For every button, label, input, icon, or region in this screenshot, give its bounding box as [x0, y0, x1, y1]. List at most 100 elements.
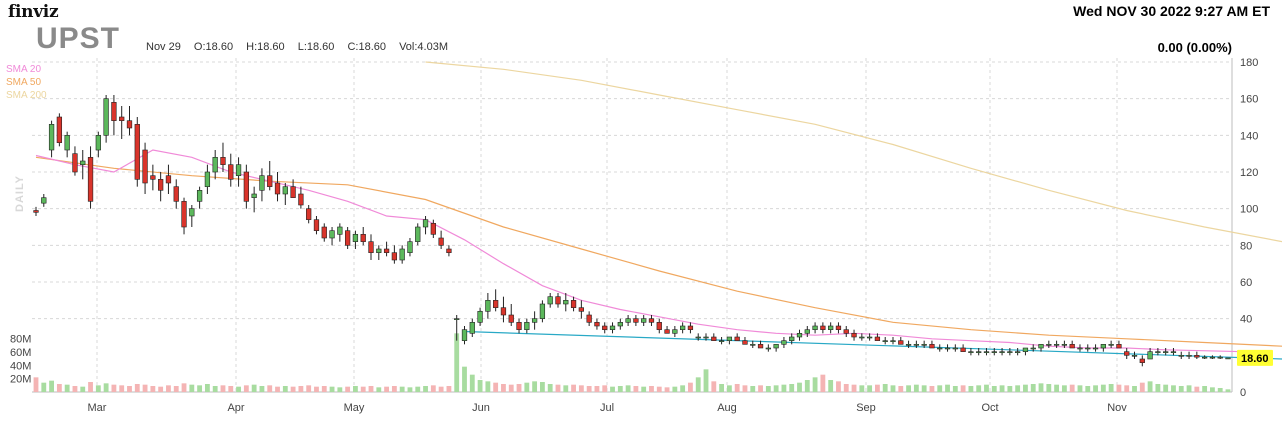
- candle-body: [1170, 351, 1177, 353]
- volume-bar: [532, 381, 538, 392]
- period-label: DAILY: [14, 175, 26, 212]
- volume-bar: [656, 386, 662, 392]
- volume-bar: [1163, 384, 1169, 392]
- candle-body: [1022, 347, 1029, 352]
- quote-open: O:18.60: [193, 41, 234, 53]
- volume-bar: [259, 386, 265, 392]
- candle-body: [804, 329, 810, 334]
- candle-body: [656, 322, 662, 330]
- candle-body: [952, 347, 958, 350]
- candle-body: [555, 296, 561, 305]
- candle-body: [189, 208, 195, 217]
- candle-body: [399, 248, 405, 261]
- volume-bar: [1171, 385, 1176, 392]
- candle-body: [1085, 347, 1091, 350]
- candle-body: [1178, 355, 1184, 357]
- volume-bar: [1217, 388, 1223, 392]
- volume-bar: [337, 387, 343, 392]
- candle-body: [960, 347, 966, 352]
- volume-bar: [399, 386, 405, 392]
- candle-body: [578, 307, 584, 312]
- date-axis: Mar Apr May Jun Jul Aug Sep Oct Nov: [88, 402, 1128, 414]
- volume-bar: [726, 385, 732, 392]
- candle-body: [547, 296, 553, 305]
- quote-low: L:18.60: [297, 41, 335, 53]
- candle-body: [1100, 344, 1106, 349]
- candle-body: [461, 329, 468, 341]
- volume-bar: [547, 384, 553, 392]
- candle-body: [976, 351, 982, 353]
- volume-bar: [204, 384, 210, 392]
- volume-bar: [228, 386, 234, 392]
- volume-bar: [968, 386, 974, 392]
- volume-bar: [711, 381, 717, 392]
- candle-body: [48, 124, 55, 151]
- candle-body: [1124, 351, 1130, 356]
- volume-bar: [64, 384, 70, 392]
- candle-body: [376, 248, 382, 253]
- candle-body: [789, 336, 795, 341]
- volume-bar: [1132, 386, 1137, 392]
- candle-body: [142, 149, 148, 184]
- volume-bar: [282, 386, 288, 392]
- volume-bar: [836, 381, 841, 392]
- finviz-logo[interactable]: finviz: [8, 2, 59, 22]
- candle-body: [158, 179, 164, 191]
- volume-bar: [462, 366, 467, 392]
- month-tick-label: Sep: [856, 402, 876, 414]
- month-tick-label: Oct: [981, 402, 998, 414]
- candle-body: [835, 325, 842, 330]
- volume-bar: [127, 386, 132, 392]
- candle-body: [282, 186, 288, 195]
- candle-body: [235, 164, 242, 176]
- volume-bar: [423, 386, 428, 392]
- volume-bar: [508, 384, 514, 392]
- sma20-line: [35, 149, 1244, 353]
- volume-bar: [1007, 386, 1013, 392]
- price-tick-label: 180: [1240, 57, 1258, 69]
- volume-bar: [1100, 384, 1106, 392]
- volume-bar: [111, 384, 117, 392]
- candle-body: [415, 226, 421, 242]
- quote-date: Nov 29: [146, 41, 181, 53]
- candle-body: [41, 197, 47, 204]
- candle-body: [1030, 347, 1036, 350]
- volume-bar: [80, 386, 86, 392]
- volume-bar: [991, 386, 997, 392]
- candle-body: [602, 325, 608, 330]
- candle-body: [944, 347, 951, 350]
- volume-bar: [368, 386, 374, 392]
- candle-body: [290, 186, 296, 198]
- candle-body: [1147, 351, 1153, 360]
- volume-bar: [828, 380, 834, 392]
- volume-bar: [1061, 385, 1067, 392]
- candle-body: [796, 333, 803, 338]
- candle-body: [828, 325, 834, 330]
- candle-body: [563, 300, 569, 305]
- volume-bar: [563, 385, 569, 392]
- month-tick-label: Mar: [88, 402, 107, 414]
- candle-body: [1225, 357, 1231, 360]
- candle-body: [173, 186, 179, 202]
- volume-bar: [1023, 384, 1028, 392]
- candle-body: [718, 340, 725, 342]
- candle-body: [298, 193, 304, 206]
- volume-bar: [1085, 386, 1091, 392]
- chart-grid: [32, 58, 1233, 393]
- month-tick-label: May: [344, 402, 365, 414]
- candle-body: [243, 171, 249, 202]
- legend-sma50: SMA 50: [6, 77, 42, 88]
- candle-body: [220, 157, 226, 165]
- candle-body: [259, 175, 265, 191]
- candle-body: [267, 175, 273, 187]
- volume-bar: [898, 386, 904, 392]
- volume-bar: [158, 386, 164, 392]
- candle-body: [991, 351, 997, 353]
- candle-body: [446, 248, 452, 253]
- candle-body: [72, 153, 78, 173]
- volume-bar: [314, 386, 319, 392]
- volume-bar: [516, 384, 522, 392]
- candle-body: [773, 344, 779, 349]
